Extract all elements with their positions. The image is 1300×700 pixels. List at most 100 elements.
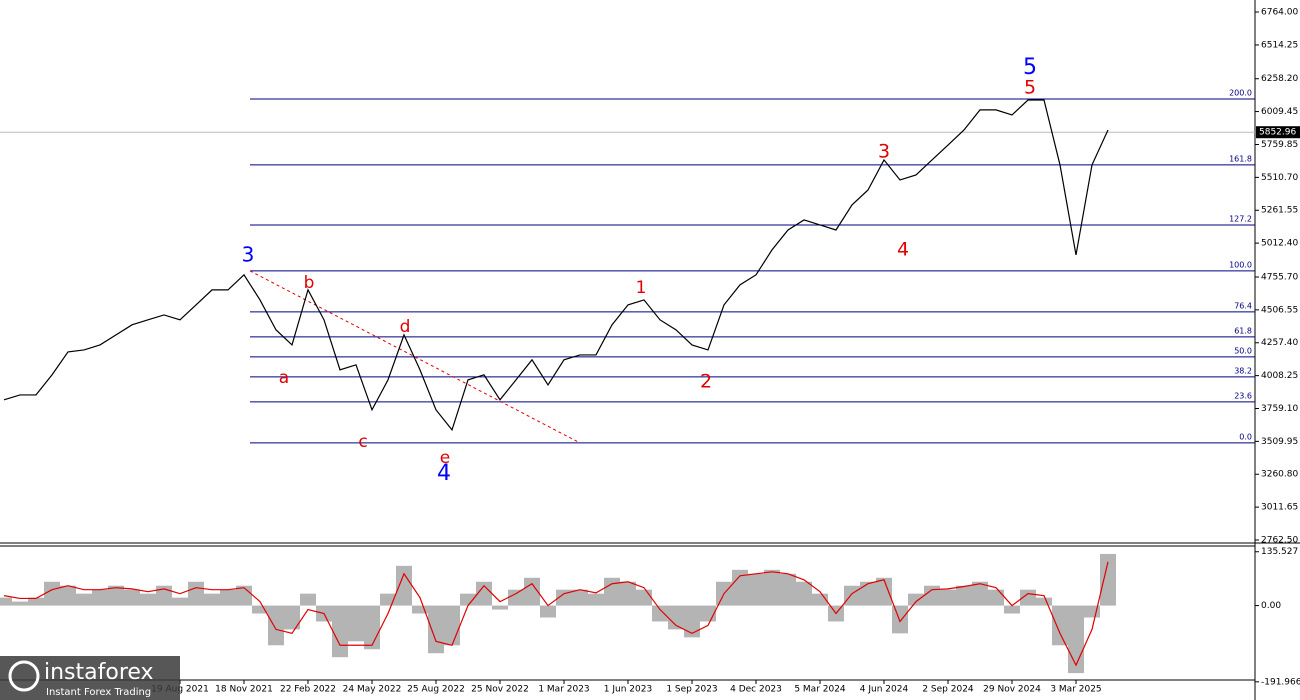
y-tick-label: 3759.10	[1261, 404, 1298, 414]
histogram-bar	[124, 589, 140, 606]
histogram-bar	[1100, 553, 1116, 606]
x-tick-label: 3 Mar 2025	[1050, 685, 1101, 695]
histogram-bar	[1068, 605, 1084, 674]
y-tick-label: 4506.55	[1261, 305, 1298, 315]
wave-label: 4	[437, 461, 451, 486]
x-tick-label: 29 Nov 2024	[983, 685, 1041, 695]
x-tick-label: 22 Feb 2022	[280, 685, 336, 695]
histogram-bar	[204, 593, 220, 606]
histogram-bar	[732, 569, 748, 606]
x-tick-label: 24 May 2022	[343, 685, 402, 695]
histogram-bar	[348, 605, 364, 642]
y-tick-label: -191.966	[1261, 677, 1300, 687]
histogram-bar	[380, 593, 396, 606]
y-tick-label: 135.527	[1261, 547, 1298, 557]
fib-label: 61.8	[1234, 326, 1252, 335]
histogram-bar	[764, 569, 780, 606]
histogram-bar	[876, 577, 892, 606]
histogram-bar	[444, 605, 460, 646]
histogram-bar	[252, 605, 268, 614]
x-tick-label: 4 Dec 2023	[730, 685, 782, 695]
y-tick-label: 5261.55	[1261, 206, 1298, 216]
wave-label: 3	[242, 243, 255, 267]
histogram-bar	[300, 593, 316, 606]
histogram-bar	[668, 605, 684, 630]
y-tick-label: 3260.80	[1261, 470, 1298, 480]
current-price-box	[1256, 126, 1300, 139]
y-tick-label: 2762.50	[1261, 536, 1298, 546]
fib-label: 23.6	[1234, 391, 1252, 400]
histogram-bar	[0, 597, 12, 606]
histogram-bar	[540, 605, 556, 618]
x-tick-label: 1 Jun 2023	[604, 685, 652, 695]
y-tick-label: 4008.25	[1261, 371, 1298, 381]
fib-label: 200.0	[1229, 88, 1252, 97]
histogram-bar	[60, 585, 76, 606]
histogram-bar	[924, 585, 940, 606]
wave-label: 4	[897, 239, 909, 261]
histogram-bar	[860, 581, 876, 606]
logo-tagline: Instant Forex Trading	[46, 687, 151, 698]
histogram-bar	[748, 573, 764, 606]
histogram-bar	[220, 589, 236, 606]
y-tick-label: 6514.25	[1261, 40, 1298, 50]
histogram-bar	[508, 589, 524, 606]
y-tick-label: 5012.40	[1261, 239, 1298, 249]
histogram-bar	[284, 605, 300, 630]
logo: instaforex Instant Forex Trading	[0, 656, 180, 700]
histogram-bar	[108, 585, 124, 606]
fib-label: 161.8	[1229, 154, 1252, 163]
histogram-bar	[1084, 605, 1100, 618]
y-tick-label: 3011.65	[1261, 503, 1298, 513]
histogram-bar	[972, 581, 988, 606]
histogram-bar	[988, 589, 1004, 606]
histogram-bar	[588, 593, 604, 606]
y-tick-label: 4257.40	[1261, 338, 1298, 348]
wave-label: a	[279, 368, 289, 388]
histogram-bar	[636, 589, 652, 606]
y-tick-label: 3509.95	[1261, 437, 1298, 447]
histogram-bar	[956, 585, 972, 606]
fib-label: 0.0	[1239, 432, 1252, 441]
logo-name: instaforex	[44, 660, 154, 685]
signal-line	[3, 561, 1109, 667]
histogram-bar	[332, 605, 348, 658]
x-tick-label: 18 Nov 2021	[215, 685, 273, 695]
wave-label: 1	[636, 278, 647, 298]
wave-label: 5	[1023, 55, 1037, 80]
fib-label: 38.2	[1234, 366, 1252, 375]
histogram-bar	[28, 597, 44, 606]
wave-label: 2	[700, 371, 712, 393]
plot: 6764.006514.256258.206009.455759.855510.…	[0, 8, 1300, 695]
histogram-bar	[76, 593, 92, 606]
wave-label: c	[358, 432, 367, 452]
y-tick-label: 6009.45	[1261, 107, 1298, 117]
x-tick-label: 1 Sep 2023	[666, 685, 717, 695]
x-tick-label: 25 Nov 2022	[471, 685, 529, 695]
histogram-bar	[92, 589, 108, 606]
wave-label: 5	[1024, 77, 1036, 99]
histogram-bar	[1036, 597, 1052, 606]
fib-label: 76.4	[1234, 301, 1252, 310]
histogram-bar	[572, 589, 588, 606]
histogram-bar	[524, 577, 540, 606]
histogram-bar	[652, 605, 668, 622]
histogram-bar	[780, 573, 796, 606]
wave-label: b	[304, 273, 315, 293]
histogram-bar	[604, 577, 620, 606]
histogram-bar	[428, 605, 444, 654]
histogram-bar	[44, 581, 60, 606]
y-tick-label: 6258.20	[1261, 74, 1298, 84]
fib-label: 127.2	[1229, 214, 1252, 223]
histogram-bar	[172, 597, 188, 606]
histogram-bar	[940, 589, 956, 606]
histogram-bar	[140, 593, 156, 606]
fib-label: 100.0	[1229, 260, 1252, 269]
x-tick-label: 1 Mar 2023	[538, 685, 589, 695]
x-tick-label: 2 Sep 2024	[922, 685, 974, 695]
current-price-label: 5852.96	[1259, 128, 1296, 138]
histogram-bar	[460, 593, 476, 606]
histogram-bar	[1052, 605, 1068, 646]
